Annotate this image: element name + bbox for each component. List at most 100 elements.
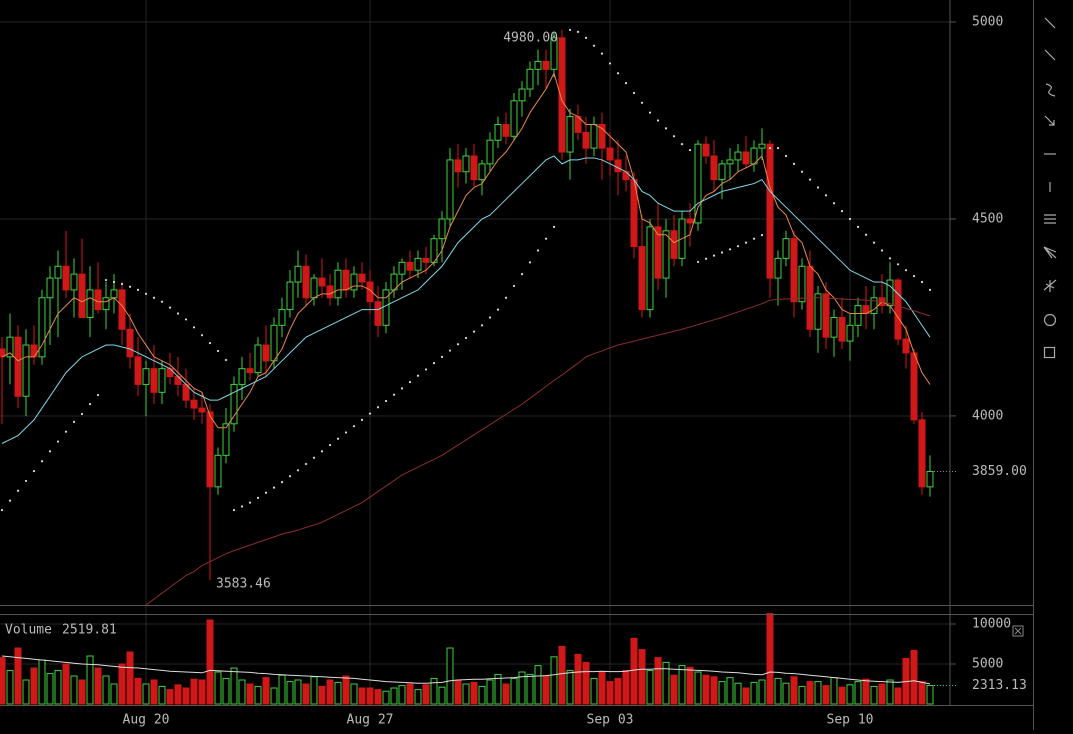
volume-bar bbox=[334, 681, 342, 705]
volume-bar bbox=[598, 671, 606, 705]
volume-average-value: 2519.81 bbox=[62, 623, 117, 638]
sar-dot bbox=[264, 491, 268, 494]
sar-dot bbox=[688, 148, 692, 152]
tool-line[interactable] bbox=[1044, 17, 1056, 29]
sar-dot bbox=[128, 285, 132, 288]
y-tick-label: 4000 bbox=[972, 408, 1003, 423]
sar-dot bbox=[808, 178, 812, 181]
high-label: 4980.00 bbox=[503, 30, 558, 45]
tool-rect[interactable] bbox=[1043, 346, 1056, 359]
volume-bar bbox=[118, 663, 126, 705]
volume-bar bbox=[326, 679, 334, 705]
volume-bar bbox=[6, 669, 14, 705]
candle-body bbox=[102, 297, 110, 311]
volume-bar bbox=[110, 683, 118, 705]
volume-bar bbox=[294, 679, 302, 705]
sar-dot bbox=[568, 28, 572, 32]
candle-body bbox=[174, 376, 182, 385]
volume-bar bbox=[566, 669, 574, 705]
tool-curve[interactable] bbox=[1045, 83, 1056, 97]
sar-dot bbox=[48, 450, 52, 453]
volume-bar bbox=[534, 665, 542, 705]
sar-dot bbox=[616, 72, 620, 75]
candle-body bbox=[790, 238, 798, 303]
candle-body bbox=[502, 123, 510, 137]
candle-body bbox=[262, 344, 270, 362]
volume-bar bbox=[542, 675, 550, 705]
candle-body bbox=[478, 163, 486, 181]
volume-bar bbox=[798, 685, 806, 705]
moving-average bbox=[1, 71, 931, 429]
candle-body bbox=[158, 368, 166, 393]
volume-bar bbox=[214, 671, 222, 705]
x-tick-label: Aug 20 bbox=[123, 713, 170, 728]
volume-bar bbox=[198, 679, 206, 705]
candle-body bbox=[142, 368, 150, 385]
sar-dot bbox=[368, 412, 372, 415]
candle-body bbox=[814, 293, 822, 330]
labels: 4000 4500 5000 5000 10000 Aug 20 Aug 27 Sep 03 S… bbox=[5, 15, 1027, 728]
tool-channel[interactable] bbox=[1044, 214, 1056, 224]
sar-dot bbox=[208, 341, 212, 345]
last-price-label: 3859.00 bbox=[972, 464, 1027, 479]
volume-bar bbox=[190, 678, 198, 705]
candle-body bbox=[910, 352, 918, 421]
volume-bar bbox=[342, 675, 350, 705]
volume-bar bbox=[94, 667, 102, 705]
low-label: 3583.46 bbox=[216, 577, 271, 592]
candle-body bbox=[566, 116, 574, 153]
candle-body bbox=[870, 297, 878, 315]
sar-dot bbox=[336, 437, 340, 440]
volume-bar bbox=[230, 667, 238, 705]
sar-dot bbox=[776, 146, 780, 150]
candle-body bbox=[846, 324, 854, 342]
sar-dot bbox=[64, 430, 68, 433]
tool-arrow[interactable] bbox=[1044, 115, 1055, 126]
volume-bar bbox=[526, 673, 534, 705]
close-button[interactable] bbox=[1012, 625, 1024, 637]
candle-body bbox=[534, 60, 542, 70]
candle-body bbox=[854, 305, 862, 326]
volume-bar bbox=[790, 676, 798, 705]
volume-bar bbox=[470, 681, 478, 705]
volume-bar bbox=[750, 681, 758, 705]
candle-body bbox=[742, 151, 750, 165]
candle-body bbox=[374, 301, 382, 326]
sar-dot bbox=[928, 288, 932, 291]
sar-dot bbox=[888, 257, 892, 260]
volume-bar bbox=[614, 677, 622, 705]
sar-dot bbox=[176, 312, 180, 315]
volume-bar bbox=[742, 687, 750, 705]
candle-body bbox=[670, 230, 678, 259]
candle-body bbox=[246, 368, 254, 374]
candle-body bbox=[30, 344, 38, 358]
candle-body bbox=[526, 68, 534, 90]
sar-dot bbox=[240, 505, 244, 508]
tool-circle[interactable] bbox=[1043, 313, 1057, 327]
candle-body bbox=[830, 316, 838, 338]
tool-fan[interactable] bbox=[1043, 246, 1057, 259]
volume-bar bbox=[718, 681, 726, 705]
candle-body bbox=[662, 230, 670, 279]
candle-body bbox=[726, 159, 734, 165]
volume-bar bbox=[486, 679, 494, 705]
sar-dot bbox=[920, 280, 924, 284]
sar-dot bbox=[456, 343, 460, 346]
sar-dot bbox=[152, 296, 156, 299]
volume-bar bbox=[54, 669, 62, 705]
candle-body bbox=[166, 368, 174, 378]
y-tick-label: 5000 bbox=[972, 15, 1003, 30]
volume-bar bbox=[246, 683, 254, 705]
sar-dot bbox=[752, 237, 756, 240]
volume-bar bbox=[438, 686, 446, 705]
sar-dot bbox=[880, 249, 884, 252]
candle-body bbox=[70, 273, 78, 291]
candle-body bbox=[638, 246, 646, 311]
tool-ray[interactable] bbox=[1044, 49, 1056, 61]
volume-bar bbox=[814, 681, 822, 705]
tool-fib[interactable] bbox=[1043, 279, 1057, 292]
sar-dot bbox=[800, 170, 804, 173]
sar-dot bbox=[256, 496, 260, 499]
volume-bar bbox=[398, 685, 406, 705]
candle-body bbox=[918, 419, 926, 488]
